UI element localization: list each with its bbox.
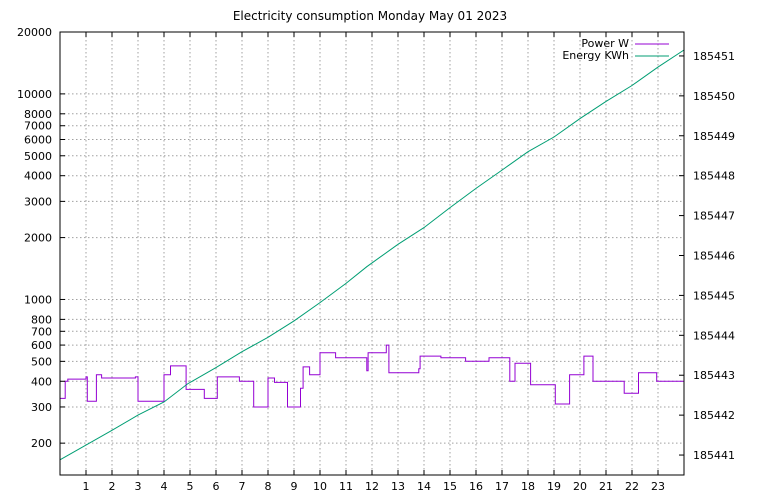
y-right-tick-label: 185449 bbox=[693, 130, 735, 143]
y-right-tick-label: 185446 bbox=[693, 249, 735, 262]
x-tick-label: 18 bbox=[521, 480, 535, 493]
legend-label-power: Power W bbox=[581, 37, 629, 50]
y-left-tick-label: 10000 bbox=[17, 88, 52, 101]
y-left-tick-label: 8000 bbox=[24, 108, 52, 121]
x-tick-label: 20 bbox=[573, 480, 587, 493]
y-right-tick-label: 185448 bbox=[693, 170, 735, 183]
x-tick-label: 1 bbox=[83, 480, 90, 493]
x-tick-label: 6 bbox=[213, 480, 220, 493]
chart-title: Electricity consumption Monday May 01 20… bbox=[233, 9, 507, 23]
series-line-energy-kwh bbox=[59, 49, 685, 461]
y-left-tick-label: 400 bbox=[31, 375, 52, 388]
x-tick-label: 11 bbox=[339, 480, 353, 493]
series-line-power-w bbox=[60, 344, 684, 408]
legend-label-energy: Energy KWh bbox=[562, 49, 629, 62]
y-left-tick-label: 300 bbox=[31, 401, 52, 414]
x-tick-label: 7 bbox=[239, 480, 246, 493]
y-left-tick-label: 4000 bbox=[24, 170, 52, 183]
y-right-tick-label: 185451 bbox=[693, 50, 735, 63]
y-left-tick-label: 20000 bbox=[17, 26, 52, 39]
x-tick-label: 19 bbox=[547, 480, 561, 493]
y-right-tick-label: 185445 bbox=[693, 289, 735, 302]
x-tick-label: 5 bbox=[187, 480, 194, 493]
x-tick-label: 17 bbox=[495, 480, 509, 493]
grid-layer bbox=[60, 31, 684, 475]
y-left-tick-label: 6000 bbox=[24, 133, 52, 146]
x-tick-label: 23 bbox=[651, 480, 665, 493]
x-tick-label: 21 bbox=[599, 480, 613, 493]
x-tick-label: 14 bbox=[417, 480, 431, 493]
y-right-tick-label: 185443 bbox=[693, 369, 735, 382]
y-left-tick-label: 800 bbox=[31, 313, 52, 326]
y-left-tick-label: 5000 bbox=[24, 150, 52, 163]
x-tick-label: 2 bbox=[109, 480, 116, 493]
x-tick-label: 9 bbox=[291, 480, 298, 493]
y-left-tick-label: 3000 bbox=[24, 195, 52, 208]
series-layer bbox=[59, 49, 685, 461]
x-tick-label: 12 bbox=[365, 480, 379, 493]
legend: Power W Energy KWh bbox=[562, 37, 669, 62]
y-right-tick-label: 185441 bbox=[693, 449, 735, 462]
x-tick-label: 13 bbox=[391, 480, 405, 493]
x-tick-label: 3 bbox=[135, 480, 142, 493]
y-left-tick-label: 700 bbox=[31, 325, 52, 338]
x-tick-label: 15 bbox=[443, 480, 457, 493]
x-tick-label: 22 bbox=[625, 480, 639, 493]
y-left-tick-label: 200 bbox=[31, 437, 52, 450]
x-tick-label: 10 bbox=[313, 480, 327, 493]
x-tick-label: 8 bbox=[265, 480, 272, 493]
x-tick-label: 4 bbox=[161, 480, 168, 493]
tick-layer: 1 2 3 4 5 6 7 8 9 10 11 12 13 14 15 16 17 18 19 20 21 22 23200… bbox=[17, 26, 735, 493]
y-right-tick-label: 185442 bbox=[693, 409, 735, 422]
y-left-tick-label: 600 bbox=[31, 339, 52, 352]
y-left-tick-label: 500 bbox=[31, 355, 52, 368]
y-right-tick-label: 185444 bbox=[693, 329, 735, 342]
x-tick-label: 16 bbox=[469, 480, 483, 493]
y-left-tick-label: 7000 bbox=[24, 120, 52, 133]
y-right-tick-label: 185450 bbox=[693, 90, 735, 103]
y-left-tick-label: 2000 bbox=[24, 232, 52, 245]
y-right-tick-label: 185447 bbox=[693, 210, 735, 223]
y-left-tick-label: 1000 bbox=[24, 293, 52, 306]
